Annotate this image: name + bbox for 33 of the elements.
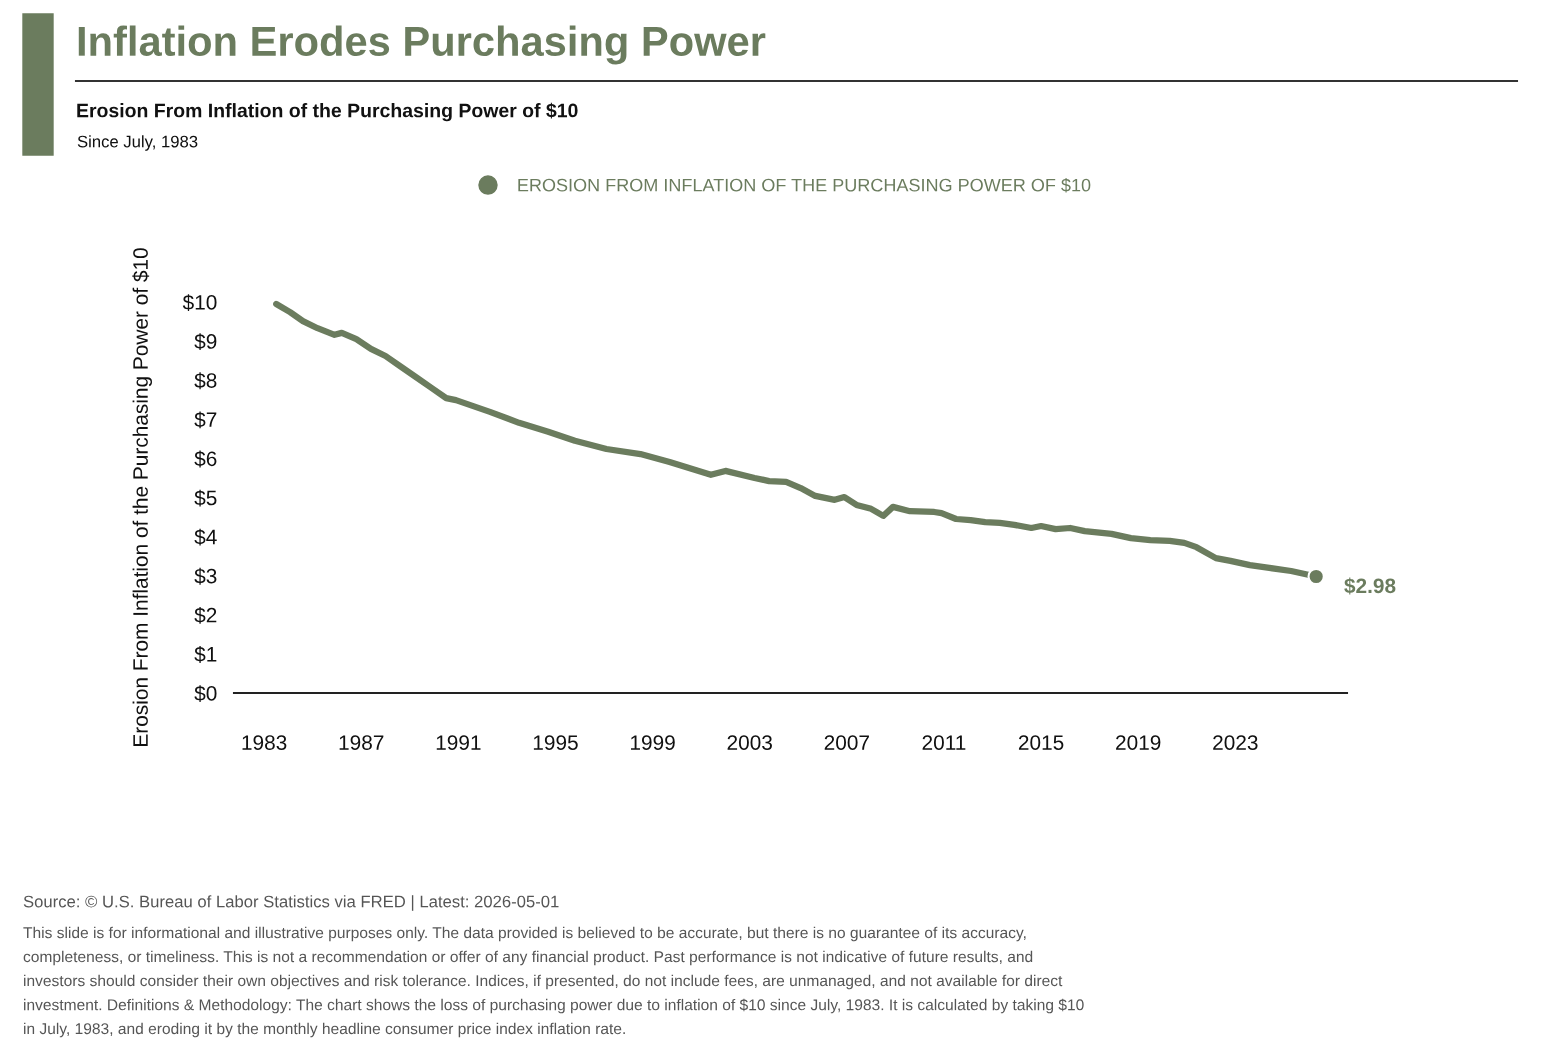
chart-title: Inflation Erodes Purchasing Power — [78, 25, 766, 65]
x-tick-label: 2023 — [1213, 735, 1258, 750]
y-tick-label: $3 — [194, 567, 217, 585]
y-tick-label: $4 — [194, 528, 217, 546]
y-tick-label: $10 — [182, 294, 217, 311]
x-tick-label: 2011 — [922, 735, 966, 750]
y-tick-label: $0 — [194, 685, 217, 702]
x-tick-label: 1999 — [631, 735, 675, 750]
text: completeness, or timeliness. This is not a recommendation or offer of any financial product. Past performance is not indicative of future results, and — [23, 950, 1033, 966]
y-tick-label: $2 — [194, 606, 217, 624]
x-tick-label: 1995 — [533, 735, 578, 750]
chart-subtitle: Erosion From Inflation of the Purchasing Power of $10 Since July, 1983 — [77, 102, 578, 151]
y-tick-label: $1 — [194, 646, 217, 663]
y-tick-label: $5 — [194, 489, 217, 507]
y-axis-title: Erosion From Inflation of the Purchasing Power of $10 — [132, 248, 153, 746]
x-tick-label: 2003 — [727, 735, 772, 750]
x-tick-label: 1987 — [339, 735, 384, 750]
y-tick-label: $6 — [194, 450, 217, 468]
text: investors should consider their own objectives and risk tolerance. Indices, if presented, do not include fees, are unmanaged, and not available for direct — [24, 974, 1063, 990]
x-tick-label: 2015 — [1018, 735, 1064, 750]
y-tick-label: $8 — [194, 372, 217, 390]
legend-label: EROSION FROM INFLATION OF THE PURCHASING POWER OF $10 — [518, 177, 1091, 193]
text: in July, 1983, and eroding it by the monthly headline consumer price index inflation rate. — [24, 1022, 625, 1038]
y-tick-label: $7 — [194, 411, 217, 429]
text: investment. Definitions & Methodology: The chart shows the loss of purchasing power due to inflation of $10 since July, 1983. It is calculated by taking $10 — [24, 998, 1084, 1014]
y-tick-label: $9 — [194, 333, 217, 351]
text: This slide is for informational and illustrative purposes only. The data provided is believed to be accurate, but there is no guarantee of its accuracy, — [23, 926, 1026, 942]
x-tick-label: 1991 — [436, 735, 481, 750]
annotation: $2.98 — [1344, 577, 1396, 595]
x-tick-label: 1983 — [242, 735, 287, 750]
x-tick-label: 2007 — [824, 735, 869, 750]
source-note: Source: © U.S. Bureau of Labor Statistics via FRED | Latest: 2026-05-01 — [23, 895, 559, 911]
x-tick-label: 2019 — [1116, 735, 1161, 750]
